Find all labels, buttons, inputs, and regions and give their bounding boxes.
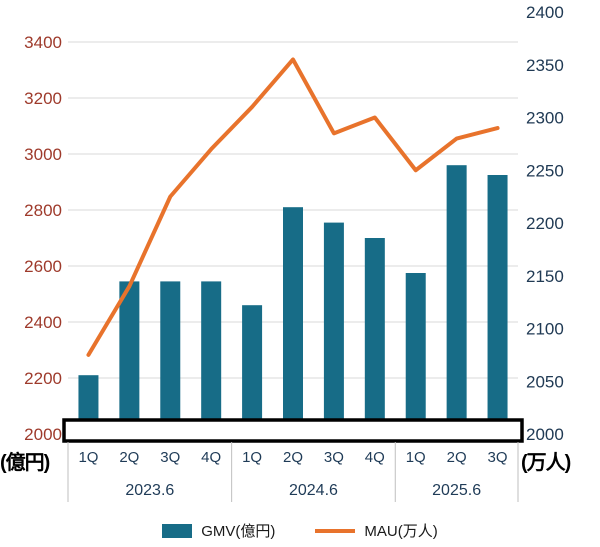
gmv-bar (201, 281, 222, 441)
right-axis-unit-label: (万人) (521, 452, 571, 474)
legend-item-mau: MAU(万人) (315, 520, 438, 541)
left-axis-tick: 2600 (24, 257, 62, 276)
gmv-swatch-icon (162, 523, 193, 538)
x-axis-quarter-label: 3Q (488, 449, 508, 466)
right-axis-tick: 2250 (526, 161, 564, 180)
legend-label-mau: MAU(万人) (364, 523, 438, 540)
gmv-bar (487, 175, 508, 441)
legend-label-gmv: GMV(億円) (201, 523, 276, 540)
gmv-bar (364, 238, 385, 441)
legend-item-gmv: GMV(億円) (162, 520, 275, 541)
x-axis-year-label: 2025.6 (432, 482, 481, 499)
axis-break-bar (62, 418, 524, 443)
x-axis-quarter-label: 4Q (201, 449, 221, 466)
right-axis-tick: 2150 (526, 267, 564, 286)
x-axis-quarter-label: 1Q (78, 449, 98, 466)
x-axis-quarter-label: 2Q (447, 449, 467, 466)
x-axis-year-label: 2023.6 (125, 482, 174, 499)
mau-line (86, 57, 500, 357)
left-axis-tick: 2800 (24, 201, 62, 220)
plot-area: 3400 3200 3000 2800 2600 2400 2200 2000 2400 2350… (24, 3, 564, 502)
left-axis-tick: 3400 (24, 33, 62, 52)
left-axis-tick: 3000 (24, 145, 62, 164)
x-axis-quarter-label: 2Q (283, 449, 303, 466)
left-axis-tick: 2400 (24, 313, 62, 332)
left-axis-tick: 2000 (24, 425, 62, 444)
gmv-bar (405, 273, 426, 441)
x-axis-quarter-label: 4Q (365, 449, 385, 466)
x-axis-quarter-label: 3Q (324, 449, 344, 466)
gmv-bar (242, 305, 263, 441)
gmv-bar (446, 165, 467, 441)
left-axis-tick: 3200 (24, 89, 62, 108)
mau-swatch-icon (315, 528, 356, 533)
x-axis-year-label: 2024.6 (289, 482, 338, 499)
legend: GMV(億円) MAU(万人) (0, 520, 600, 541)
x-axis-quarter-label: 3Q (160, 449, 180, 466)
right-axis-tick: 2050 (526, 372, 564, 391)
gmv-bar (323, 222, 344, 441)
x-axis-quarter-label: 1Q (406, 449, 426, 466)
right-axis-tick: 2300 (526, 109, 564, 128)
gmv-bar (283, 207, 303, 441)
x-axis-quarter-label: 1Q (242, 449, 262, 466)
right-axis-tick: 2000 (526, 425, 564, 444)
right-axis-tick: 2400 (526, 3, 564, 22)
right-axis-tick: 2200 (526, 214, 564, 233)
left-axis-tick: 2200 (24, 369, 62, 388)
right-axis-tick: 2100 (526, 320, 564, 339)
x-axis-quarter-label: 2Q (119, 449, 139, 466)
left-axis-unit-label: (億円) (0, 452, 50, 474)
gmv-bar (119, 281, 140, 441)
right-axis-tick: 2350 (526, 56, 564, 75)
gmv-bar (160, 281, 181, 441)
